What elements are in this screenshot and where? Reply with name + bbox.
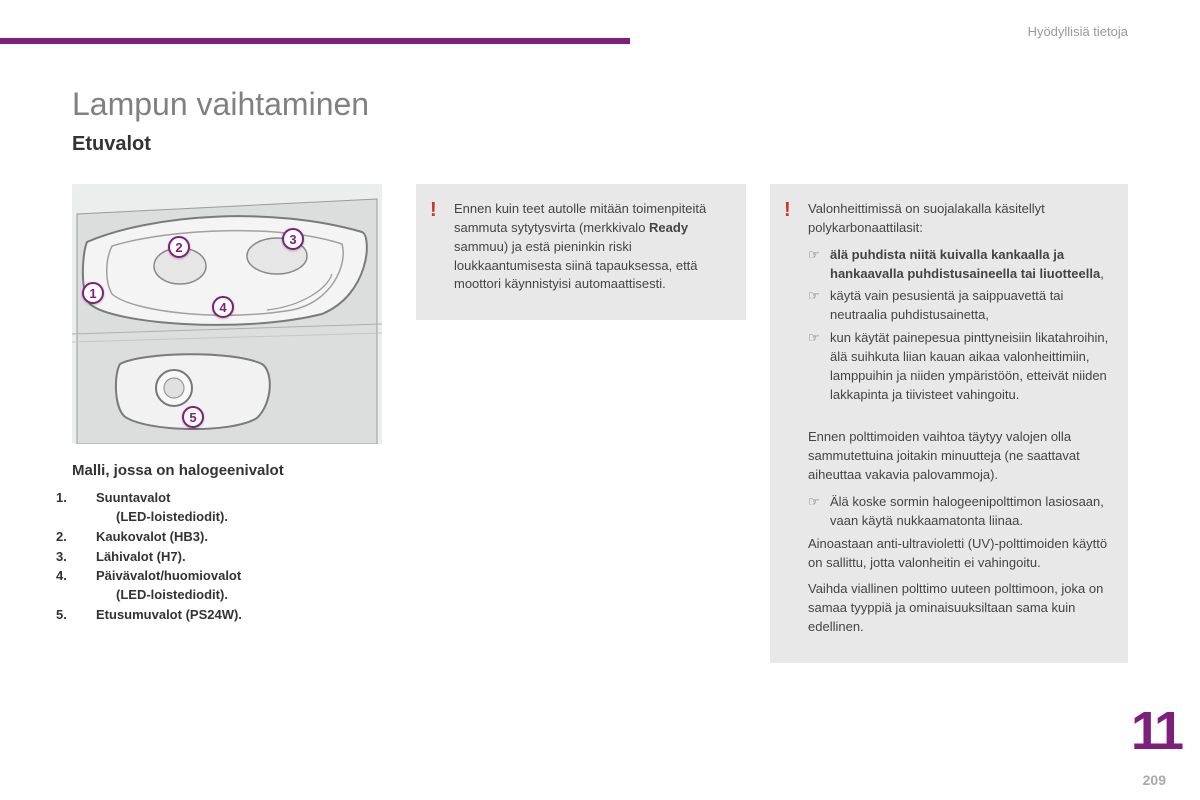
diagram-callout-2: 2 bbox=[168, 236, 190, 258]
headlight-diagram: 1 2 3 4 5 bbox=[72, 184, 382, 444]
warn-right-bullet: kun käytät painepesua pinttyneisiin lika… bbox=[808, 329, 1110, 404]
sub-title: Etuvalot bbox=[72, 133, 1128, 156]
list-item: 2.Kaukovalot (HB3). bbox=[76, 528, 392, 547]
warning-icon: ! bbox=[784, 196, 791, 225]
diagram-callout-1: 1 bbox=[82, 282, 104, 304]
warn-right-bullet2: Älä koske sormin halogeenipolttimon lasi… bbox=[808, 493, 1110, 531]
warn-right-bullet: älä puhdista niitä kuivalla kankaalla ja… bbox=[808, 246, 1110, 284]
column-middle: ! Ennen kuin teet autolle mitään toimenp… bbox=[416, 184, 746, 663]
warn-right-bullet: käytä vain pesusientä ja saippuavettä ta… bbox=[808, 287, 1110, 325]
numbered-list: 1.Suuntavalot(LED-loistediodit).2.Kaukov… bbox=[76, 489, 392, 625]
column-left: 1 2 3 4 5 Malli, jossa on halogeenivalot 1.S… bbox=[72, 184, 392, 663]
warning-box-middle: ! Ennen kuin teet autolle mitään toimenp… bbox=[416, 184, 746, 320]
warn-right-p3: Ainoastaan anti-ultravioletti (UV)-poltt… bbox=[808, 535, 1110, 573]
warn-mid-ready: Ready bbox=[649, 220, 688, 235]
warn-right-p4: Vaihda viallinen polttimo uuteen polttim… bbox=[808, 580, 1110, 637]
columns: 1 2 3 4 5 Malli, jossa on halogeenivalot 1.S… bbox=[72, 184, 1128, 663]
page-number: 209 bbox=[1143, 772, 1166, 788]
chapter-number: 11 bbox=[1131, 700, 1180, 762]
warn-right-p2: Ennen polttimoiden vaihtoa täytyy valoje… bbox=[808, 428, 1110, 485]
diagram-callout-3: 3 bbox=[282, 228, 304, 250]
column-right: ! Valonheittimissä on suojalakalla käsit… bbox=[770, 184, 1128, 663]
list-item: 5.Etusumuvalot (PS24W). bbox=[76, 606, 392, 625]
warning-icon: ! bbox=[430, 196, 437, 225]
warn-mid-b: sammuu) ja estä pieninkin riski loukkaan… bbox=[454, 239, 698, 292]
diagram-callout-5: 5 bbox=[182, 406, 204, 428]
left-subheading: Malli, jossa on halogeenivalot bbox=[72, 462, 392, 479]
warning-mid-text: Ennen kuin teet autolle mitään toimenpit… bbox=[454, 200, 728, 294]
diagram-callout-4: 4 bbox=[212, 296, 234, 318]
page-content: Lampun vaihtaminen Etuvalot bbox=[72, 70, 1128, 780]
warn-right-intro: Valonheittimissä on suojalakalla käsitel… bbox=[808, 200, 1110, 238]
warn-right-bullets: älä puhdista niitä kuivalla kankaalla ja… bbox=[808, 246, 1110, 405]
section-label: Hyödyllisiä tietoja bbox=[1028, 24, 1128, 39]
list-item: 1.Suuntavalot(LED-loistediodit). bbox=[76, 489, 392, 527]
list-item: 4.Päivävalot/huomiovalot(LED-loistediodi… bbox=[76, 567, 392, 605]
list-item: 3.Lähivalot (H7). bbox=[76, 548, 392, 567]
warn-right-bullet2-list: Älä koske sormin halogeenipolttimon lasi… bbox=[808, 493, 1110, 531]
page-title: Lampun vaihtaminen bbox=[72, 86, 1128, 123]
accent-bar bbox=[0, 38, 630, 44]
warning-box-right: ! Valonheittimissä on suojalakalla käsit… bbox=[770, 184, 1128, 663]
